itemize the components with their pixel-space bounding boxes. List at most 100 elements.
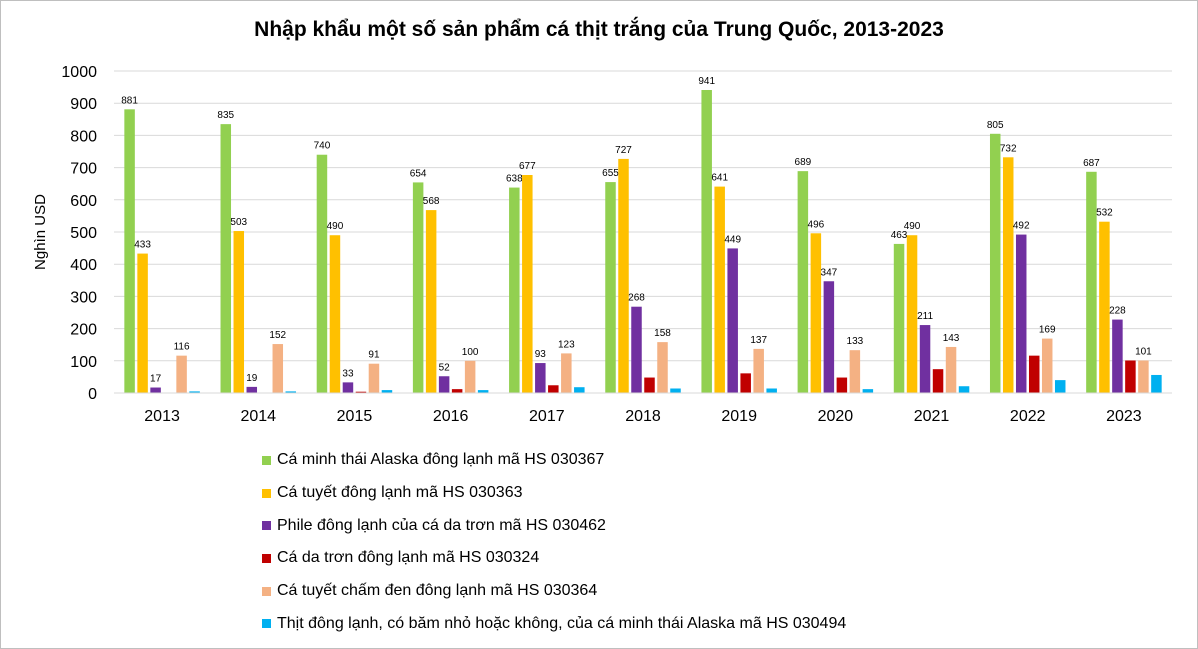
data-label: 687 <box>1083 158 1100 169</box>
data-label: 490 <box>904 221 921 232</box>
x-tick-label: 2019 <box>721 408 757 425</box>
legend-item: Cá tuyết chấm đen đông lạnh mã HS 030364 <box>262 575 846 608</box>
x-tick-label: 2020 <box>818 408 854 425</box>
bar <box>797 171 809 393</box>
bar <box>714 186 725 393</box>
bar <box>233 231 245 393</box>
bar <box>285 391 297 393</box>
bar <box>316 154 328 393</box>
bar <box>958 386 970 393</box>
bar <box>425 210 437 393</box>
bar <box>644 377 655 393</box>
data-label: 835 <box>217 110 234 121</box>
data-label: 52 <box>439 362 451 373</box>
legend-item: Cá da trơn đông lạnh mã HS 030324 <box>262 542 846 575</box>
x-tick-label: 2023 <box>1106 408 1142 425</box>
legend-label: Cá minh thái Alaska đông lạnh mã HS 0303… <box>277 451 605 469</box>
data-label: 655 <box>602 168 619 179</box>
data-label: 805 <box>987 120 1004 131</box>
data-label: 123 <box>558 339 575 350</box>
bar <box>548 385 559 393</box>
bar <box>862 389 874 393</box>
data-label: 532 <box>1096 208 1113 219</box>
bar <box>740 373 751 393</box>
legend-label: Phile đông lạnh của cá da trơn mã HS 030… <box>277 516 606 534</box>
bar <box>1138 360 1149 393</box>
data-label: 881 <box>121 95 138 106</box>
bar <box>189 391 200 393</box>
data-label: 492 <box>1013 221 1030 232</box>
x-tick-label: 2015 <box>337 408 373 425</box>
legend-item: Cá tuyết đông lạnh mã HS 030363 <box>262 477 846 510</box>
x-tick-label: 2017 <box>529 408 565 425</box>
bar <box>701 89 712 394</box>
data-label: 638 <box>506 174 523 185</box>
bar <box>605 182 616 393</box>
bar <box>1112 319 1123 393</box>
bar <box>810 233 822 393</box>
bar <box>1015 234 1027 393</box>
bar <box>574 387 585 393</box>
y-tick-label: 0 <box>88 386 97 403</box>
data-label: 689 <box>795 157 812 168</box>
bar <box>618 158 629 393</box>
bar <box>451 389 463 393</box>
legend-swatch <box>262 521 271 531</box>
data-label: 641 <box>711 173 728 184</box>
bar <box>477 390 489 393</box>
data-label: 677 <box>519 161 536 172</box>
bar <box>272 344 284 393</box>
bar <box>535 363 546 393</box>
bar <box>522 175 533 393</box>
x-tick-label: 2021 <box>914 408 950 425</box>
bar <box>137 253 148 393</box>
bar <box>342 382 354 393</box>
legend-swatch <box>262 488 271 498</box>
bar <box>355 391 367 393</box>
bar <box>766 388 777 393</box>
legend-label: Cá da trơn đông lạnh mã HS 030324 <box>277 549 540 567</box>
bar <box>906 235 918 393</box>
data-label: 152 <box>269 330 286 341</box>
bar <box>381 390 393 393</box>
y-tick-label: 400 <box>70 257 97 274</box>
x-tick-label: 2014 <box>240 408 276 425</box>
bar <box>1028 355 1040 393</box>
legend-swatch <box>262 455 271 465</box>
data-label: 496 <box>808 219 825 230</box>
data-label: 268 <box>628 293 645 304</box>
bar <box>670 388 681 393</box>
bar <box>368 363 380 393</box>
legend-swatch <box>262 619 271 629</box>
bar <box>989 133 1001 394</box>
data-label: 143 <box>943 333 960 344</box>
bar <box>753 348 764 393</box>
data-label: 17 <box>150 374 162 385</box>
bar <box>509 187 520 393</box>
legend-label: Thịt đông lạnh, có băm nhỏ hoặc không, c… <box>277 614 847 632</box>
bar <box>631 306 642 393</box>
x-tick-label: 2022 <box>1010 408 1046 425</box>
data-label: 91 <box>368 350 380 361</box>
data-label: 654 <box>410 168 427 179</box>
bar <box>1041 338 1053 393</box>
x-tick-label: 2018 <box>625 408 661 425</box>
y-axis-label: Nghìn USD <box>32 194 49 270</box>
bar <box>124 109 135 394</box>
bar <box>893 243 905 393</box>
y-tick-label: 600 <box>70 193 97 210</box>
data-label: 503 <box>230 217 247 228</box>
data-label: 93 <box>535 349 547 360</box>
legend-item: Thịt đông lạnh, có băm nhỏ hoặc không, c… <box>262 607 846 640</box>
legend-label: Cá tuyết chấm đen đông lạnh mã HS 030364 <box>277 582 598 600</box>
chart-plot: 0 100 200 300 400 500 600 700 800 900 1000 Nghìn US… <box>32 64 1172 425</box>
legend-swatch <box>262 553 271 563</box>
data-label: 116 <box>174 342 190 353</box>
data-label: 449 <box>724 234 741 245</box>
bar <box>836 377 848 393</box>
bar <box>1002 157 1014 393</box>
data-label: 133 <box>847 336 864 347</box>
bar <box>561 353 572 393</box>
y-tick-label: 700 <box>70 161 97 178</box>
data-label: 433 <box>134 240 151 251</box>
